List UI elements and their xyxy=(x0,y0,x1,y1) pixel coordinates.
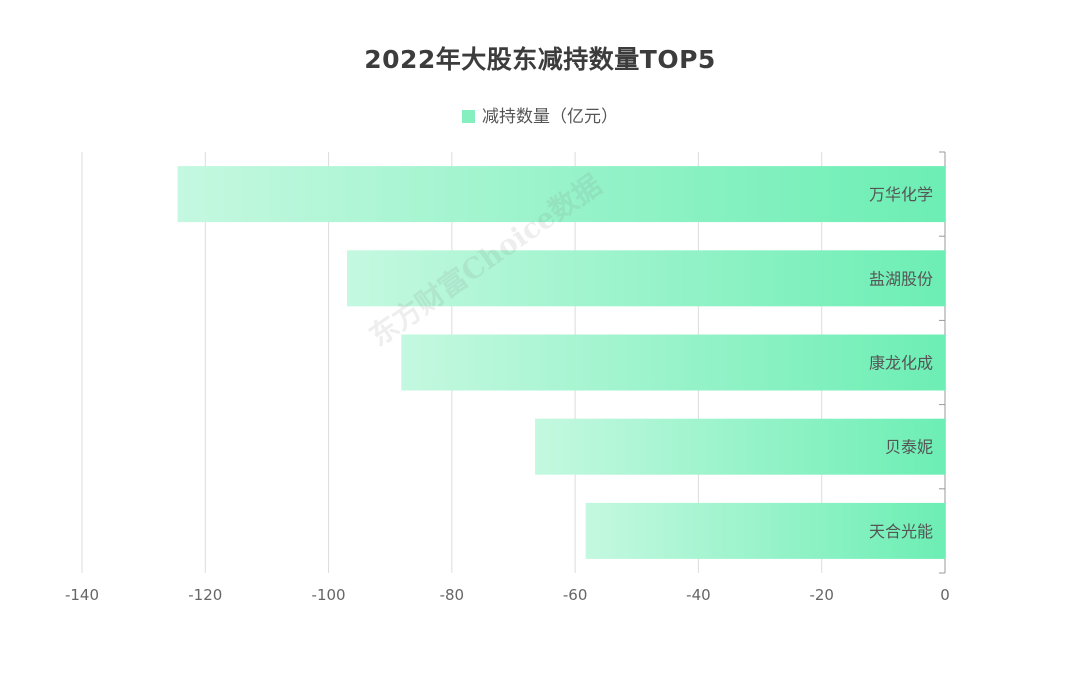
bar[interactable] xyxy=(401,334,945,391)
bar[interactable] xyxy=(177,166,945,223)
category-label: 康龙化成 xyxy=(869,354,933,373)
chart-title: 2022年大股东减持数量TOP5 xyxy=(364,45,716,74)
legend-label: 减持数量（亿元） xyxy=(482,107,618,127)
x-tick-label: -140 xyxy=(65,586,99,604)
x-tick-label: 0 xyxy=(940,586,950,604)
category-label: 贝泰妮 xyxy=(885,438,933,457)
bar[interactable] xyxy=(347,250,945,307)
x-tick-label: -80 xyxy=(440,586,465,604)
bar[interactable] xyxy=(535,418,945,475)
legend-swatch xyxy=(462,110,475,123)
legend[interactable]: 减持数量（亿元） xyxy=(0,102,1080,127)
x-tick-label: -20 xyxy=(809,586,834,604)
bar[interactable] xyxy=(585,502,945,559)
x-tick-label: -40 xyxy=(686,586,711,604)
x-tick-label: -100 xyxy=(312,586,346,604)
x-tick-label: -120 xyxy=(188,586,222,604)
x-tick-label: -60 xyxy=(563,586,588,604)
category-label: 天合光能 xyxy=(869,522,933,541)
category-label: 万华化学 xyxy=(869,185,933,204)
category-label: 盐湖股份 xyxy=(869,269,933,288)
